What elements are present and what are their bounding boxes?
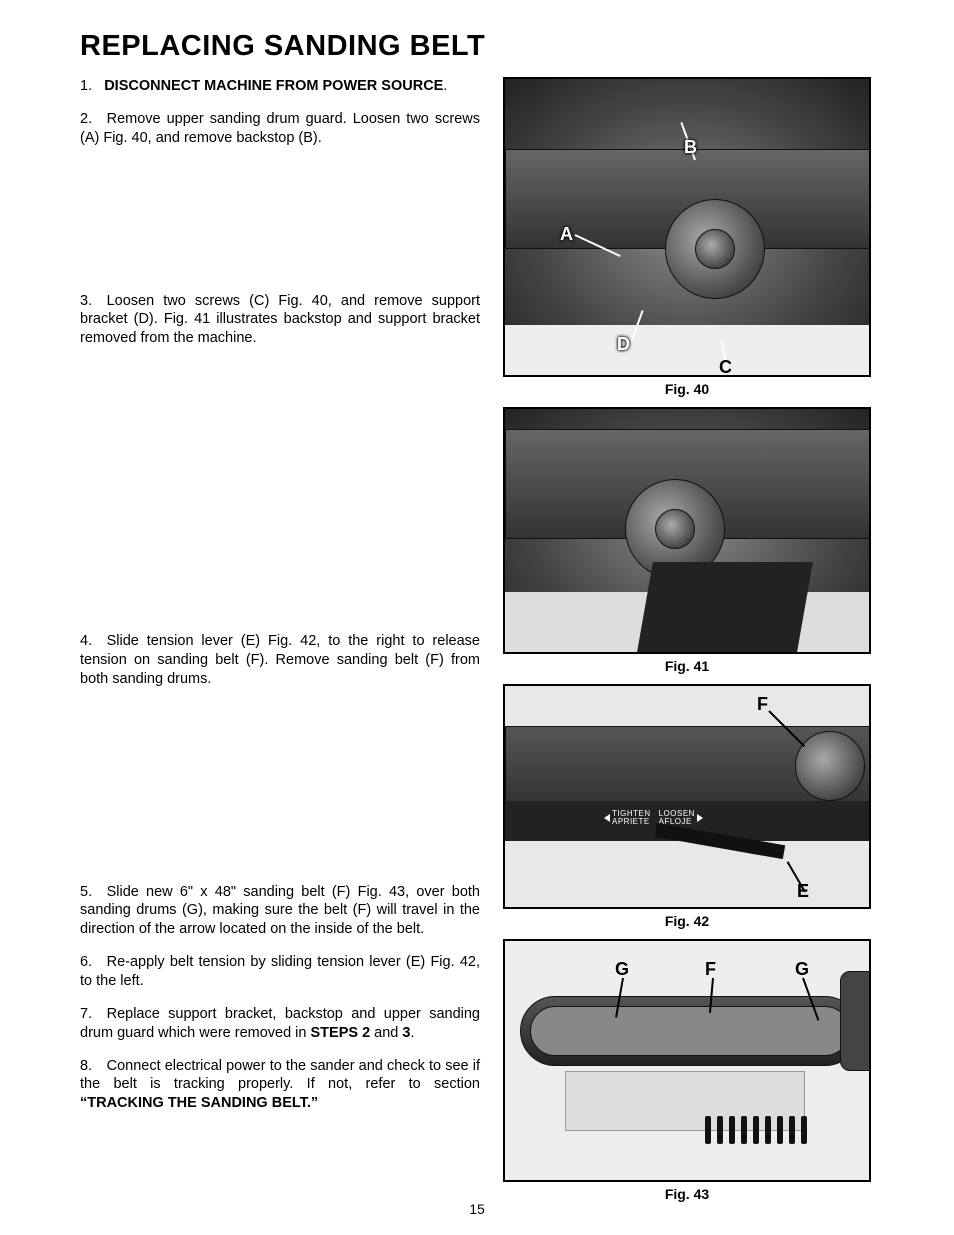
figure-40-caption: Fig. 40 bbox=[665, 381, 709, 397]
callout-f43: F bbox=[705, 959, 716, 980]
figure-42-image: TIGHTENAPRIETE LOOSENAFLOJE F E bbox=[503, 684, 871, 909]
figure-43-image: G F G bbox=[503, 939, 871, 1182]
step-7a: 7. Replace support bracket, backstop and… bbox=[80, 1006, 480, 1041]
figure-40-image: A B C D bbox=[503, 77, 871, 377]
step-7: 7. Replace support bracket, backstop and… bbox=[80, 1005, 480, 1043]
figure-41-caption: Fig. 41 bbox=[665, 658, 709, 674]
step-1-period: . bbox=[443, 78, 447, 94]
callout-g1: G bbox=[615, 959, 629, 980]
page-number: 15 bbox=[0, 1201, 954, 1217]
callout-c: C bbox=[719, 357, 732, 377]
spacer bbox=[80, 703, 480, 883]
arrow-left-icon bbox=[604, 814, 610, 822]
step-7e: . bbox=[410, 1025, 414, 1041]
content-columns: 1. DISCONNECT MACHINE FROM POWER SOURCE.… bbox=[80, 77, 874, 1212]
step-5: 5. Slide new 6" x 48" sanding belt (F) F… bbox=[80, 883, 480, 940]
figure-40: A B C D Fig. 40 bbox=[503, 77, 871, 397]
figure-43-caption: Fig. 43 bbox=[665, 1186, 709, 1202]
step-4: 4. Slide tension lever (E) Fig. 42, to t… bbox=[80, 632, 480, 689]
figure-43: G F G Fig. 43 bbox=[503, 939, 871, 1202]
vent-icon bbox=[705, 1116, 807, 1144]
figure-42: TIGHTENAPRIETE LOOSENAFLOJE F E Fig. 42 bbox=[503, 684, 871, 929]
page-title: REPLACING SANDING BELT bbox=[80, 30, 874, 63]
step-8a: 8. Connect electrical power to the sande… bbox=[80, 1058, 480, 1093]
callout-g2: G bbox=[795, 959, 809, 980]
tighten-loosen-label: TIGHTENAPRIETE LOOSENAFLOJE bbox=[600, 808, 707, 828]
arrow-right-icon bbox=[697, 814, 703, 822]
figure-41: Fig. 41 bbox=[503, 407, 871, 674]
figure-41-image bbox=[503, 407, 871, 654]
callout-e: E bbox=[797, 881, 809, 902]
step-7b: STEPS 2 bbox=[311, 1025, 371, 1041]
step-7c: and bbox=[370, 1025, 402, 1041]
callout-a: A bbox=[560, 224, 573, 245]
spacer bbox=[80, 162, 480, 292]
text-column: 1. DISCONNECT MACHINE FROM POWER SOURCE.… bbox=[80, 77, 480, 1212]
step-1: 1. DISCONNECT MACHINE FROM POWER SOURCE. bbox=[80, 77, 480, 96]
step-1-text: DISCONNECT MACHINE FROM POWER SOURCE bbox=[104, 78, 443, 94]
step-8: 8. Connect electrical power to the sande… bbox=[80, 1057, 480, 1114]
step-3: 3. Loosen two screws (C) Fig. 40, and re… bbox=[80, 292, 480, 349]
tighten-text: TIGHTENAPRIETE bbox=[612, 810, 651, 826]
step-1-num: 1. bbox=[80, 78, 92, 94]
figure-42-caption: Fig. 42 bbox=[665, 913, 709, 929]
step-6: 6. Re-apply belt tension by sliding tens… bbox=[80, 953, 480, 991]
callout-f: F bbox=[757, 694, 768, 715]
callout-b: B bbox=[684, 137, 697, 158]
figure-column: A B C D Fig. 40 Fig. 41 bbox=[500, 77, 874, 1212]
step-8b: “TRACKING THE SANDING BELT.” bbox=[80, 1095, 318, 1111]
step-2: 2. Remove upper sanding drum guard. Loos… bbox=[80, 110, 480, 148]
spacer bbox=[80, 362, 480, 632]
callout-d: D bbox=[617, 334, 630, 355]
